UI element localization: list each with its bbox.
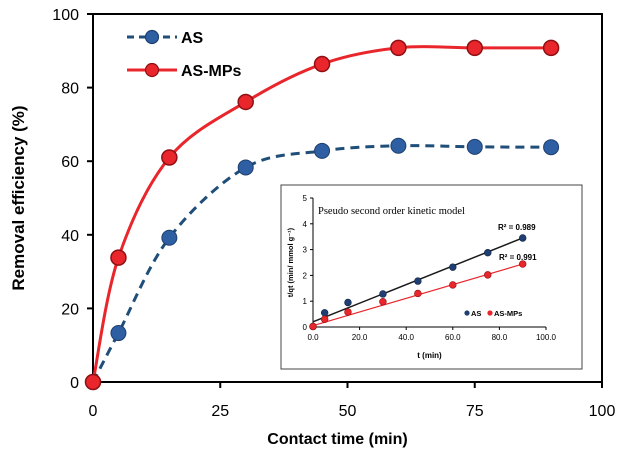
inset-legend-marker-as [464,310,470,316]
inset-background [280,184,583,370]
inset-y-tick-label: 4 [303,220,308,229]
inset-point-as-mps [449,281,457,289]
main-series-line-as [91,144,552,383]
main-y-tick-label: 0 [70,375,79,392]
main-point-as [237,159,254,176]
main-point-as-mps [542,39,560,57]
inset-point-as [344,298,352,307]
inset-point-as [414,277,422,285]
inset-point-as-mps [344,308,352,316]
inset-point-as-mps [518,260,527,268]
legend-marker-as-mps [144,62,160,78]
legend-label-as: AS [181,30,204,47]
inset-point-as [449,263,457,271]
main-y-tick-label: 60 [61,154,79,171]
inset-point-as-mps [379,298,387,306]
inset-r2-label-as-mps: R² = 0.991 [499,253,537,262]
main-y-tick-label: 40 [61,228,79,245]
inset-point-as [518,234,527,242]
inset-point-as-mps [484,271,492,279]
inset-y-tick-label: 5 [303,194,308,203]
inset-point-as [320,309,329,317]
main-point-as [314,142,331,159]
inset-y-tick-label: 3 [303,246,308,255]
inset-point-as-mps [320,315,329,323]
main-point-as-mps [466,39,483,57]
main-x-tick-label: 50 [339,403,357,420]
inset-legend: AS AS-MPs [464,309,522,318]
inset-x-tick-label: 100.0 [536,333,557,342]
main-y-tick-label: 100 [52,7,79,24]
inset-x-tick-label: 0.0 [307,333,319,342]
inset-y-axis-label: t/qt (min/ mmol g⁻¹) [286,227,295,297]
inset-legend-marker-as-mps [487,310,493,316]
inset-y-tick-label: 2 [303,271,308,280]
inset-legend-label-as: AS [471,309,481,318]
main-x-tick-label: 0 [89,403,98,420]
inset-x-tick-label: 20.0 [352,333,368,342]
inset-point-as [484,248,492,257]
main-x-tick-label: 75 [466,403,484,420]
main-x-tick-label: 25 [211,403,229,420]
main-point-as-mps [237,93,254,111]
main-point-as [161,229,178,246]
main-point-as [543,139,560,156]
main-x-tick-label: 100 [589,403,616,420]
inset-y-tick-label: 1 [303,297,308,306]
inset-x-tick-label: 80.0 [492,333,508,342]
main-point-as-mps [161,149,178,166]
main-y-axis-label: Removal efficiency (%) [9,105,28,290]
inset-r2-label-as: R² = 0.989 [498,223,536,232]
main-point-as [466,138,483,155]
inset-point-as [379,290,387,298]
main-point-as [110,325,127,342]
inset-title: Pseudo second order kinetic model [318,206,465,217]
main-y-tick-label: 20 [61,301,79,318]
inset-x-tick-label: 60.0 [445,333,461,342]
inset-point-as-mps [414,289,422,298]
inset-point-as-mps [309,322,317,331]
legend-label-as-mps: AS-MPs [181,63,242,80]
inset-chart: 0 1 2 3 4 5 0.0 20.0 40.0 60.0 80.0 100.0 t (min) t/q… [280,184,583,370]
inset-x-tick-label: 40.0 [398,333,414,342]
main-point-as-mps [313,55,331,73]
main-point-as-mps [110,249,127,266]
main-x-axis-label: Contact time (min) [267,431,407,448]
inset-y-tick-label: 0 [303,323,308,332]
inset-legend-label-as-mps: AS-MPs [494,309,522,318]
main-point-as-mps [84,373,102,391]
main-point-as-mps [390,39,407,57]
main-legend: AS AS-MPs [127,29,242,80]
main-point-as [390,137,407,154]
main-y-tick-label: 80 [61,81,79,98]
inset-x-axis-label: t (min) [417,351,442,360]
legend-marker-as [144,29,160,45]
